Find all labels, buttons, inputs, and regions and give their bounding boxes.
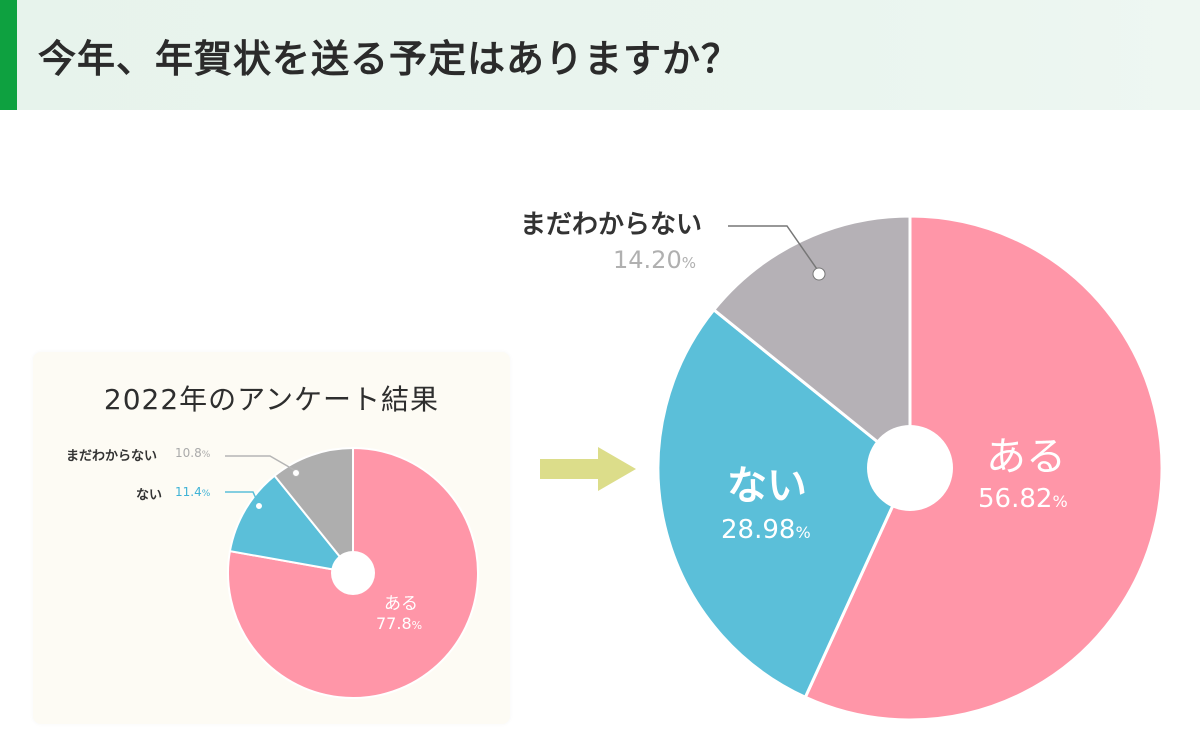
pie-slice-nai [228, 474, 356, 575]
callout-dot [255, 502, 263, 510]
header-accent-bar [0, 0, 17, 110]
pie-slice-nai [656, 307, 912, 700]
current-label-nai: ない [727, 463, 807, 509]
callout-dot [292, 469, 300, 477]
callout-line [728, 225, 820, 273]
pie-slice-wakaranai [711, 214, 912, 472]
current-label-wakaranai: まだわからない [520, 210, 703, 240]
current-value-nai: 28.98% [721, 515, 811, 545]
current-value-aru: 56.82% [978, 484, 1068, 514]
previous-value-wakaranai: 10.8% [175, 446, 211, 460]
donut-hole [867, 425, 953, 511]
previous-label-wakaranai: まだわからない [66, 449, 158, 464]
previous-label-nai: ない [136, 488, 163, 503]
page-header: 今年、年賀状を送る予定はありますか？ [0, 0, 1200, 110]
page-title: 今年、年賀状を送る予定はありますか？ [38, 37, 741, 81]
donut-hole [331, 551, 375, 595]
pie-slice-aru [803, 214, 1164, 722]
pie-slice-wakaranai [273, 446, 354, 576]
callout-line [225, 455, 297, 472]
current-label-aru: ある [986, 434, 1066, 480]
previous-label-aru: ある [384, 594, 418, 614]
previous-value-aru: 77.8% [376, 614, 423, 633]
arrow-right-icon [540, 447, 636, 491]
callout-dot [812, 267, 826, 281]
current-value-wakaranai: 14.20% [613, 246, 696, 274]
callout-line [225, 491, 260, 506]
previous-value-nai: 11.4% [175, 485, 211, 499]
previous-results-title: 2022年のアンケート結果 [103, 383, 440, 416]
